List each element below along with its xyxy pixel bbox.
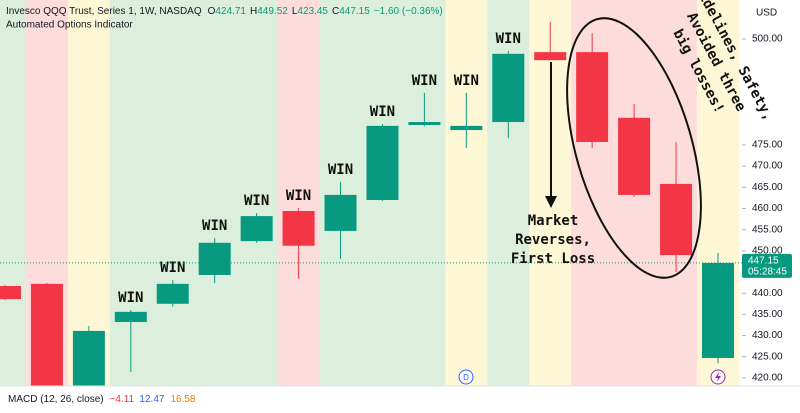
signal-label: WIN <box>496 31 521 47</box>
ohlc-value: 423.45 <box>297 6 328 17</box>
signal-band <box>445 0 488 386</box>
y-tick-label: 460.00 <box>752 203 783 214</box>
signal-label: WIN <box>412 73 437 89</box>
price-label: 447.15 <box>748 256 779 267</box>
candle-body <box>0 286 21 300</box>
ohlc-value: 424.71 <box>215 6 246 17</box>
signal-band <box>235 0 279 386</box>
signal-band <box>193 0 237 386</box>
ohlc-letter: O <box>208 6 216 17</box>
signal-label: WIN <box>328 162 353 178</box>
y-tick-label: 425.00 <box>752 351 783 362</box>
candle-body <box>492 53 525 123</box>
y-tick-label: 440.00 <box>752 288 783 299</box>
candle-body <box>408 122 441 125</box>
signal-band <box>0 0 27 386</box>
y-tick-label: 470.00 <box>752 161 783 172</box>
candle-body <box>701 262 734 358</box>
header: Invesco QQQ Trust, Series 1, 1W, NASDAQ O… <box>6 6 443 17</box>
signal-label: WIN <box>244 193 269 209</box>
macd-label: MACD (12, 26, close) <box>8 394 104 405</box>
signal-band <box>151 0 195 386</box>
signal-band <box>67 0 111 386</box>
candle-body <box>366 125 399 200</box>
y-tick-label: 450.00 <box>752 245 783 256</box>
indicator-name: Automated Options Indicator <box>6 20 133 31</box>
candle-body <box>534 52 567 61</box>
candle-body <box>660 183 693 256</box>
signal-label: WIN <box>286 188 311 204</box>
candle-body <box>618 117 651 195</box>
candle-body <box>72 330 105 386</box>
y-tick-label: 465.00 <box>752 182 783 193</box>
change: −1.60 (−0.36%) <box>374 6 443 17</box>
signal-label: WIN <box>160 260 185 276</box>
ohlc-value: 447.15 <box>339 6 370 17</box>
dividend-icon: D <box>463 373 469 382</box>
price-label-box <box>742 253 792 278</box>
annotation: Market <box>528 213 579 229</box>
candle-body <box>156 283 189 304</box>
currency: USD <box>756 8 777 19</box>
plot: WIN WIN WIN WIN WIN WIN WIN WIN WIN WIN <box>0 22 742 386</box>
event-icon <box>715 372 721 382</box>
y-tick-label: 500.00 <box>752 34 783 45</box>
arrow-head <box>545 196 557 208</box>
annotation: First Loss <box>511 251 595 267</box>
macd-value: −4.11 <box>110 394 135 405</box>
candle-body <box>114 311 147 323</box>
candle-body <box>576 52 609 142</box>
background-bands <box>0 0 740 386</box>
candle-body <box>282 211 315 246</box>
y-tick-label: 475.00 <box>752 140 783 151</box>
y-tick-label: 430.00 <box>752 330 783 341</box>
signal-label: WIN <box>202 218 227 234</box>
macd-value: 12.47 <box>139 394 164 405</box>
signal-band <box>277 0 321 386</box>
dividend-marker[interactable] <box>458 369 474 385</box>
candle-body <box>198 242 231 275</box>
ohlc-letter: H <box>250 6 257 17</box>
macd-value: 16.58 <box>170 394 195 405</box>
signal-label: WIN <box>118 290 143 306</box>
y-tick-label: 435.00 <box>752 309 783 320</box>
candle-body <box>450 125 483 131</box>
ellipse <box>566 17 702 279</box>
ohlc-letter: C <box>332 6 339 17</box>
candle-body <box>240 216 273 242</box>
price-axis: 500.00 475.00 470.00 465.00 460.00 455.00 450.… <box>742 34 792 384</box>
macd-legend: MACD (12, 26, close) −4.11 12.47 16.58 <box>8 394 196 405</box>
y-tick-label: 420.00 <box>752 373 783 384</box>
ohlc-value: 449.52 <box>257 6 288 17</box>
ohlc-letter: L <box>292 6 298 17</box>
signal-band <box>403 0 446 386</box>
annotation: Reverses, <box>515 232 591 248</box>
signal-label: WIN <box>370 104 395 120</box>
candle-body <box>324 194 357 231</box>
symbol-title: Invesco QQQ Trust, Series 1, 1W, NASDAQ <box>6 6 202 17</box>
countdown: 05:28:45 <box>748 267 787 278</box>
signal-label: WIN <box>454 73 479 89</box>
candle-body <box>30 283 63 386</box>
y-tick-label: 455.00 <box>752 224 783 235</box>
